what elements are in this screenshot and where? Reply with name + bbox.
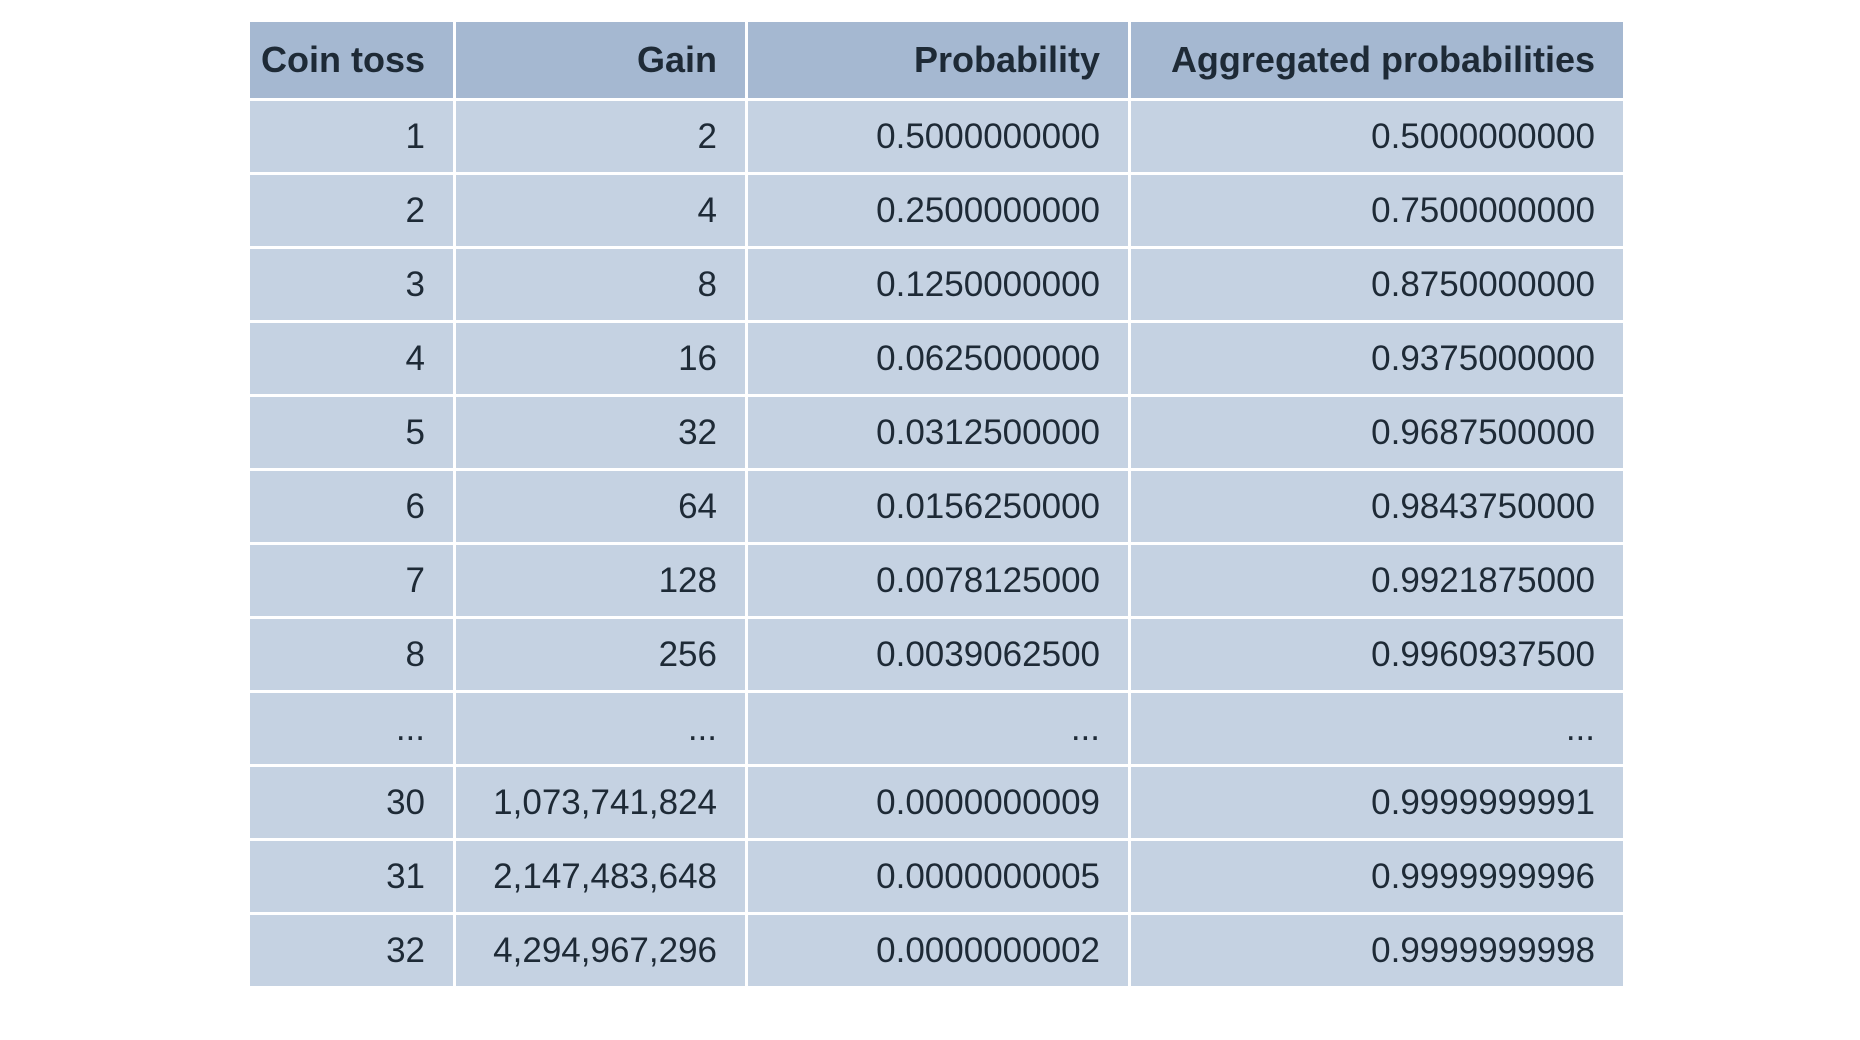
table-row: 4 16 0.0625000000 0.9375000000 [247, 320, 1626, 397]
gain-cell: ... [453, 690, 748, 767]
gain-cell: 4,294,967,296 [453, 912, 748, 989]
column-header-gain: Gain [453, 19, 748, 101]
coin-toss-cell: 30 [247, 764, 456, 841]
probability-cell: 0.2500000000 [745, 172, 1131, 249]
column-header-aggregated-probabilities: Aggregated probabilities [1128, 19, 1626, 101]
aggregated-probability-cell: 0.9843750000 [1128, 468, 1626, 545]
coin-toss-cell: 31 [247, 838, 456, 915]
coin-toss-cell: 1 [247, 98, 456, 175]
gain-cell: 8 [453, 246, 748, 323]
probability-table-container: Coin toss Gain Probability Aggregated pr… [247, 19, 1626, 989]
gain-cell: 128 [453, 542, 748, 619]
aggregated-probability-cell: 0.9960937500 [1128, 616, 1626, 693]
table-row: 31 2,147,483,648 0.0000000005 0.9999999996 [247, 838, 1626, 915]
probability-cell: 0.0039062500 [745, 616, 1131, 693]
aggregated-probability-cell: 0.5000000000 [1128, 98, 1626, 175]
aggregated-probability-cell: 0.7500000000 [1128, 172, 1626, 249]
aggregated-probability-cell: 0.9921875000 [1128, 542, 1626, 619]
coin-toss-cell: 6 [247, 468, 456, 545]
probability-table: Coin toss Gain Probability Aggregated pr… [247, 19, 1626, 989]
aggregated-probability-cell: 0.9687500000 [1128, 394, 1626, 471]
table-row: 5 32 0.0312500000 0.9687500000 [247, 394, 1626, 471]
probability-cell: ... [745, 690, 1131, 767]
coin-toss-cell: 4 [247, 320, 456, 397]
aggregated-probability-cell: 0.8750000000 [1128, 246, 1626, 323]
probability-cell: 0.0312500000 [745, 394, 1131, 471]
probability-cell: 0.1250000000 [745, 246, 1131, 323]
coin-toss-cell: 32 [247, 912, 456, 989]
coin-toss-cell: 7 [247, 542, 456, 619]
aggregated-probability-cell: 0.9375000000 [1128, 320, 1626, 397]
table-row: 6 64 0.0156250000 0.9843750000 [247, 468, 1626, 545]
gain-cell: 256 [453, 616, 748, 693]
probability-cell: 0.0078125000 [745, 542, 1131, 619]
table-row: 30 1,073,741,824 0.0000000009 0.9999999991 [247, 764, 1626, 841]
table-row: 8 256 0.0039062500 0.9960937500 [247, 616, 1626, 693]
aggregated-probability-cell: 0.9999999998 [1128, 912, 1626, 989]
column-header-coin-toss: Coin toss [247, 19, 456, 101]
gain-cell: 1,073,741,824 [453, 764, 748, 841]
gain-cell: 16 [453, 320, 748, 397]
column-header-probability: Probability [745, 19, 1131, 101]
probability-cell: 0.5000000000 [745, 98, 1131, 175]
probability-cell: 0.0000000009 [745, 764, 1131, 841]
gain-cell: 4 [453, 172, 748, 249]
coin-toss-cell: 3 [247, 246, 456, 323]
table-body: 1 2 0.5000000000 0.5000000000 2 4 0.2500000000… [247, 98, 1626, 989]
coin-toss-cell: 5 [247, 394, 456, 471]
table-row: 2 4 0.2500000000 0.7500000000 [247, 172, 1626, 249]
table-row: 1 2 0.5000000000 0.5000000000 [247, 98, 1626, 175]
probability-cell: 0.0000000002 [745, 912, 1131, 989]
coin-toss-cell: ... [247, 690, 456, 767]
table-row: 7 128 0.0078125000 0.9921875000 [247, 542, 1626, 619]
probability-cell: 0.0156250000 [745, 468, 1131, 545]
table-row: 32 4,294,967,296 0.0000000002 0.9999999998 [247, 912, 1626, 989]
header-row: Coin toss Gain Probability Aggregated pr… [247, 19, 1626, 101]
gain-cell: 64 [453, 468, 748, 545]
aggregated-probability-cell: 0.9999999996 [1128, 838, 1626, 915]
probability-cell: 0.0000000005 [745, 838, 1131, 915]
probability-cell: 0.0625000000 [745, 320, 1131, 397]
table-row: 3 8 0.1250000000 0.8750000000 [247, 246, 1626, 323]
aggregated-probability-cell: ... [1128, 690, 1626, 767]
gain-cell: 32 [453, 394, 748, 471]
coin-toss-cell: 2 [247, 172, 456, 249]
coin-toss-cell: 8 [247, 616, 456, 693]
gain-cell: 2,147,483,648 [453, 838, 748, 915]
aggregated-probability-cell: 0.9999999991 [1128, 764, 1626, 841]
table-row: ............ [247, 690, 1626, 767]
gain-cell: 2 [453, 98, 748, 175]
